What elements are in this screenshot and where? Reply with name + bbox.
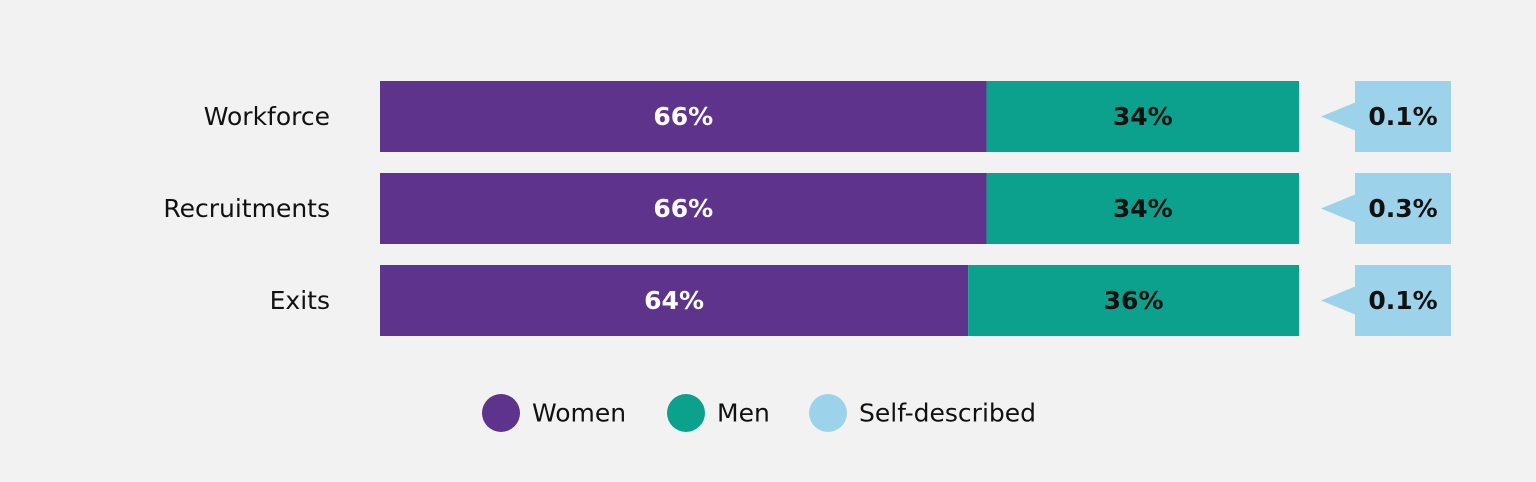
value-label-self-described-exits: 0.1%	[1368, 286, 1437, 315]
bar-women-exits	[380, 265, 969, 336]
value-label-men-recruitments: 34%	[1113, 194, 1173, 223]
legend-swatch-self-described	[809, 394, 847, 432]
callouts-group: 0.1% 0.3% 0.1%	[1321, 81, 1451, 336]
value-label-men-exits: 36%	[1104, 286, 1164, 315]
value-label-women-exits: 64%	[644, 286, 704, 315]
value-label-self-described-workforce: 0.1%	[1368, 102, 1437, 131]
legend-swatch-women	[482, 394, 520, 432]
bar-men-recruitments	[986, 173, 1299, 244]
bars-group: Workforce 66% 34% Recruitments 66% 34% Exits 64…	[163, 81, 1299, 336]
category-label-workforce: Workforce	[204, 102, 330, 131]
callout-self-described-recruitments	[1321, 173, 1451, 244]
value-label-women-workforce: 66%	[653, 102, 713, 131]
legend-label-self-described: Self-described	[859, 399, 1036, 428]
value-label-women-recruitments: 66%	[653, 194, 713, 223]
value-label-self-described-recruitments: 0.3%	[1368, 194, 1437, 223]
legend-label-women: Women	[532, 399, 626, 428]
callout-self-described-exits	[1321, 265, 1451, 336]
bar-women-workforce	[380, 81, 987, 152]
callout-self-described-workforce	[1321, 81, 1451, 152]
bar-men-exits	[968, 265, 1299, 336]
legend: Women Men Self-described	[482, 394, 1036, 432]
bar-women-recruitments	[380, 173, 987, 244]
bar-men-workforce	[986, 81, 1299, 152]
value-label-men-workforce: 34%	[1113, 102, 1173, 131]
category-label-exits: Exits	[270, 286, 330, 315]
legend-swatch-men	[667, 394, 705, 432]
legend-label-men: Men	[717, 399, 770, 428]
category-label-recruitments: Recruitments	[163, 194, 330, 223]
